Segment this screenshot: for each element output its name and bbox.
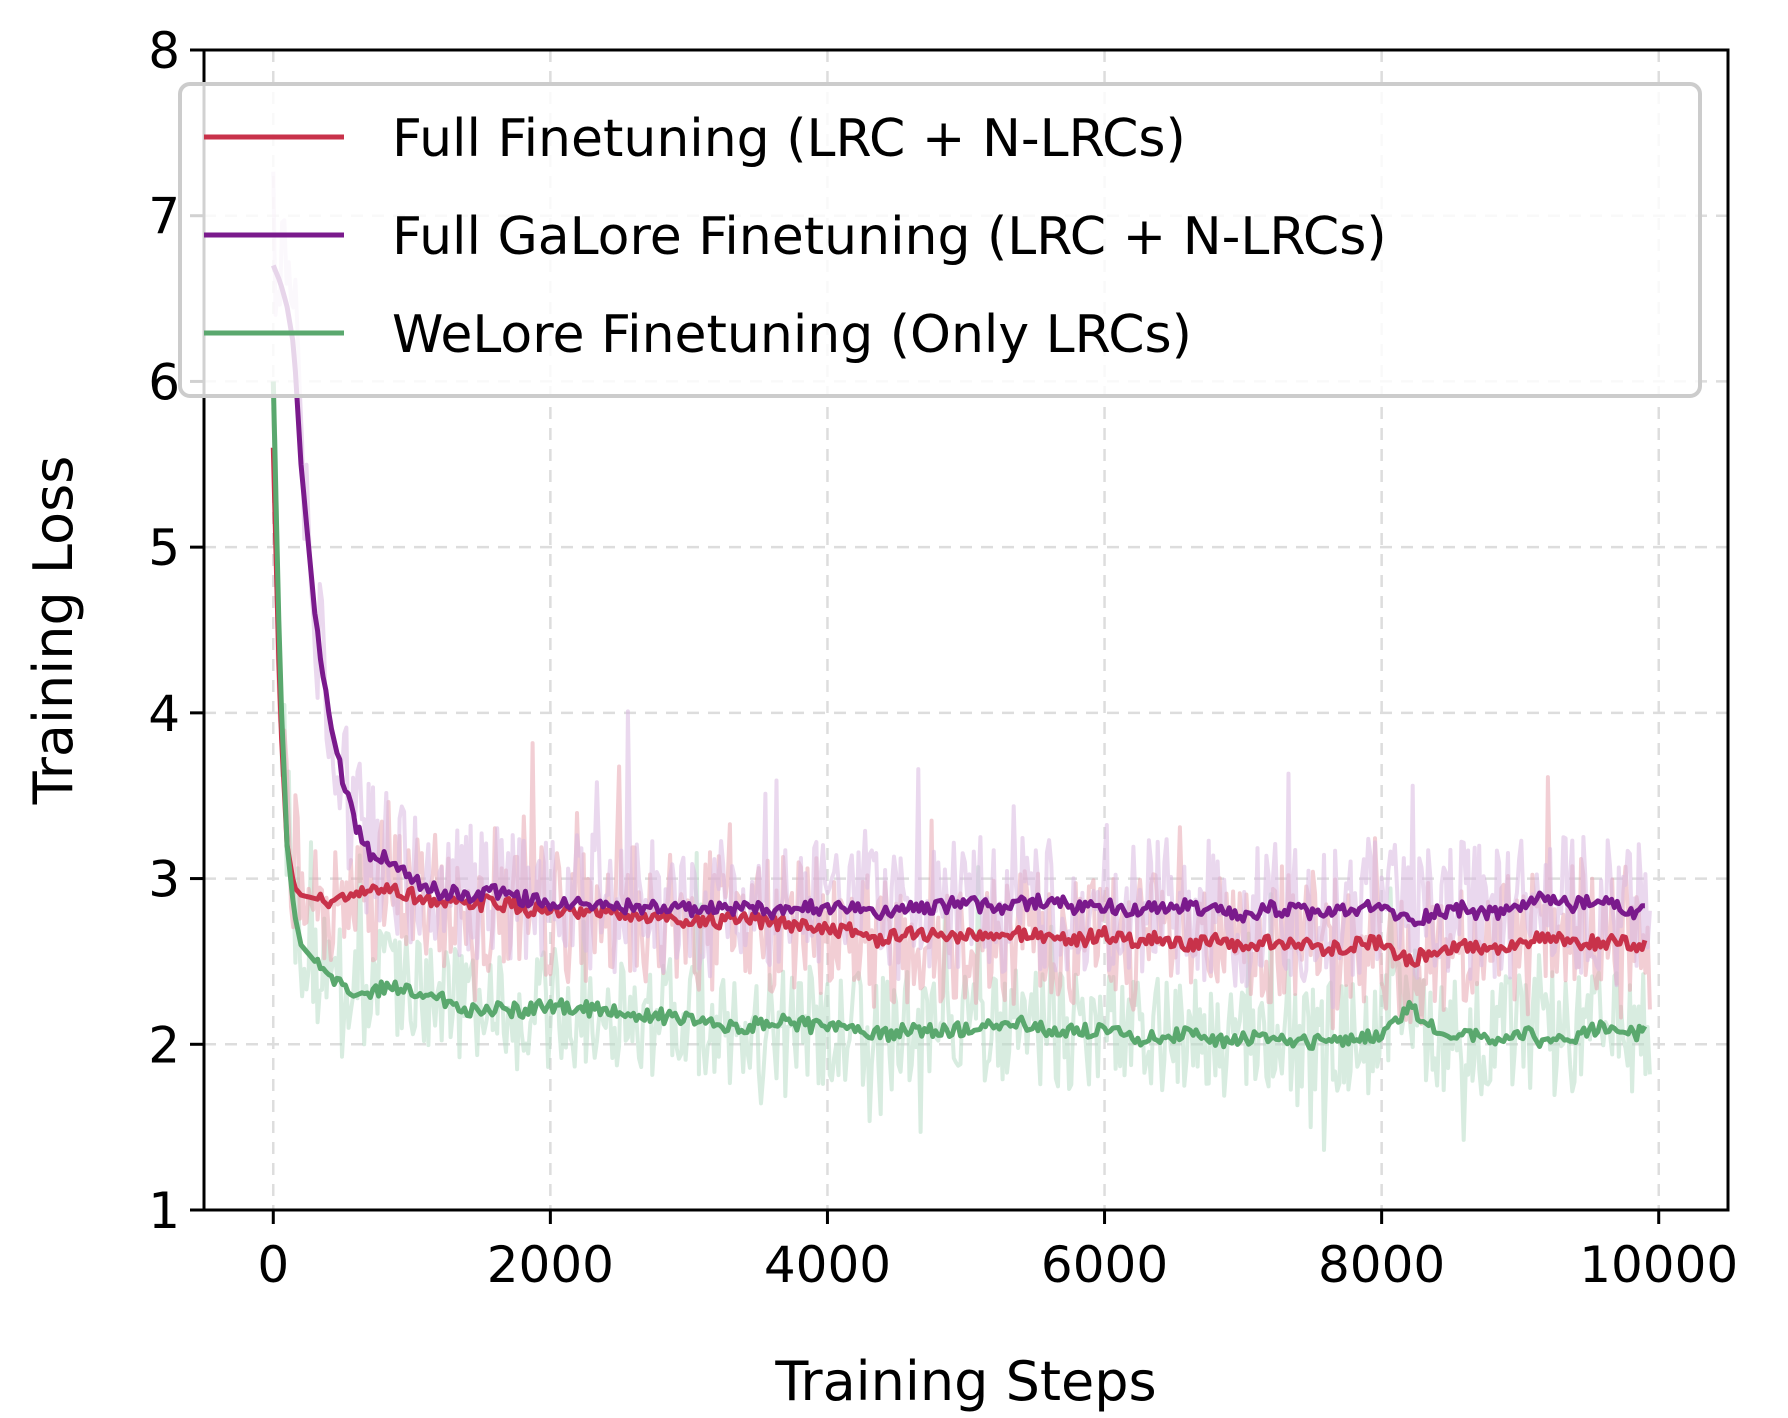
y-tick-label: 5	[148, 519, 180, 577]
raw-trace-1	[271, 171, 1652, 1010]
y-axis-label: Training Loss	[22, 456, 85, 806]
y-tick-label: 4	[148, 685, 180, 743]
x-tick-label: 0	[257, 1236, 289, 1294]
y-tick-label: 6	[148, 353, 180, 411]
x-tick-label: 4000	[764, 1236, 891, 1294]
x-tick-label: 10000	[1579, 1236, 1738, 1294]
smoothed-loss-lines	[270, 264, 1648, 1051]
y-tick-label: 8	[148, 22, 180, 80]
y-tick-label: 3	[148, 851, 180, 909]
legend-box	[178, 82, 1702, 398]
axis-ticks: 0 2000 4000 6000 8000 10000 1 2 3 4 5 6 7 8	[148, 22, 1738, 1294]
legend-label-welore-finetuning: WeLore Finetuning (Only LRCs)	[392, 305, 1192, 365]
x-axis-label: Training Steps	[774, 1350, 1156, 1413]
x-tick-label: 2000	[487, 1236, 614, 1294]
series-line-0	[270, 447, 1648, 968]
y-tick-label: 1	[148, 1182, 180, 1240]
series-line-2	[270, 381, 1648, 1051]
legend: Full Finetuning (LRC + N-LRCs) Full GaLo…	[178, 82, 1702, 398]
plot-frame	[202, 48, 1730, 1212]
x-tick-label: 6000	[1041, 1236, 1168, 1294]
legend-label-full-finetuning: Full Finetuning (LRC + N-LRCs)	[392, 109, 1186, 169]
series-line-1	[270, 264, 1645, 928]
x-tick-label: 8000	[1318, 1236, 1445, 1294]
legend-label-galore-finetuning: Full GaLore Finetuning (LRC + N-LRCs)	[392, 207, 1387, 267]
y-tick-label: 7	[148, 188, 180, 246]
y-tick-label: 2	[148, 1016, 180, 1074]
